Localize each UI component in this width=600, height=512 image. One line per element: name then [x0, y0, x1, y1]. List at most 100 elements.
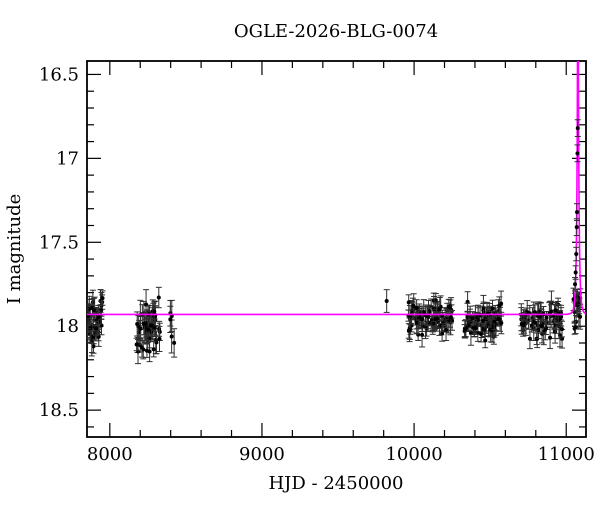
- data-point: [91, 308, 96, 313]
- data-point: [496, 317, 501, 322]
- rising-points: [572, 119, 581, 292]
- data-point: [574, 225, 579, 230]
- y-tick-label: 17: [56, 148, 79, 169]
- data-point: [437, 307, 442, 312]
- data-point: [440, 331, 445, 336]
- data-point: [544, 315, 549, 320]
- data-point: [481, 318, 486, 323]
- data-point: [135, 322, 140, 327]
- data-point: [99, 308, 104, 313]
- data-point: [499, 321, 504, 326]
- data-point: [497, 303, 502, 308]
- plot-frame: [86, 60, 587, 438]
- data-point: [168, 317, 173, 322]
- data-point: [574, 319, 579, 324]
- x-tick-label: 10000: [385, 444, 442, 465]
- data-point: [548, 335, 553, 340]
- data-point: [151, 347, 156, 352]
- data-point: [575, 126, 580, 131]
- data-point: [533, 320, 538, 325]
- x-tick-label: 9000: [239, 444, 285, 465]
- model-curve: [87, 61, 586, 316]
- data-point: [490, 306, 495, 311]
- data-point: [141, 347, 146, 352]
- data-point: [94, 326, 99, 331]
- data-point: [444, 327, 449, 332]
- data-point: [411, 303, 416, 308]
- data-point: [408, 315, 413, 320]
- data-point: [138, 326, 143, 331]
- data-point: [153, 315, 158, 320]
- data-point: [384, 299, 389, 304]
- data-point: [433, 317, 438, 322]
- data-point: [574, 302, 579, 307]
- plot-content: [87, 61, 586, 365]
- data-point: [573, 270, 578, 275]
- photometry-points: [87, 286, 584, 365]
- data-point: [421, 309, 426, 314]
- data-point: [87, 314, 90, 319]
- data-point: [578, 314, 583, 319]
- data-point: [88, 326, 93, 331]
- data-point: [147, 349, 152, 354]
- data-point: [446, 304, 451, 309]
- data-point: [575, 151, 580, 156]
- data-point: [96, 315, 101, 320]
- data-point: [483, 338, 488, 343]
- data-point: [157, 336, 162, 341]
- data-point: [553, 308, 558, 313]
- data-point: [470, 316, 475, 321]
- data-point: [467, 323, 472, 328]
- data-point: [420, 317, 425, 322]
- y-tick-label: 16.5: [39, 64, 79, 85]
- y-tick-label: 18.5: [39, 400, 79, 421]
- x-tick-label: 8000: [87, 444, 133, 465]
- y-axis-label: I magnitude: [4, 194, 25, 305]
- y-tick-label: 18: [56, 316, 79, 337]
- data-point: [492, 319, 497, 324]
- x-tick-label: 11000: [538, 444, 595, 465]
- data-point: [574, 252, 579, 257]
- data-point: [172, 340, 177, 345]
- data-point: [554, 315, 559, 320]
- axes: [86, 60, 587, 438]
- data-point: [152, 325, 157, 330]
- data-point: [432, 306, 437, 311]
- data-point: [463, 327, 468, 332]
- data-point: [146, 327, 151, 332]
- data-point: [536, 327, 541, 332]
- data-point: [91, 344, 96, 349]
- data-point: [154, 340, 159, 345]
- data-point: [573, 282, 578, 287]
- data-point: [407, 327, 412, 332]
- data-point: [471, 325, 476, 330]
- tick-labels: 8000 9000 10000 11000 16.5 17 17.5 18 18.5: [39, 64, 595, 465]
- data-point: [414, 320, 419, 325]
- data-point: [406, 300, 411, 305]
- data-point: [448, 315, 453, 320]
- data-point: [100, 296, 105, 301]
- data-point: [559, 327, 564, 332]
- data-point: [156, 295, 161, 300]
- data-point: [479, 332, 484, 337]
- plot-title: OGLE-2026-BLG-0074: [234, 21, 438, 42]
- y-tick-label: 17.5: [39, 232, 79, 253]
- data-point: [149, 323, 154, 328]
- data-point: [539, 324, 544, 329]
- data-point: [134, 342, 139, 347]
- data-point: [560, 336, 565, 341]
- data-point: [152, 309, 157, 314]
- data-point: [169, 334, 174, 339]
- data-point: [420, 332, 425, 337]
- x-axis-label: HJD - 2450000: [268, 473, 403, 494]
- data-point: [414, 305, 419, 310]
- data-point: [142, 321, 147, 326]
- data-point: [573, 325, 578, 330]
- data-point: [519, 321, 524, 326]
- data-point: [543, 327, 548, 332]
- data-point: [575, 210, 580, 215]
- data-point: [488, 327, 493, 332]
- data-point: [527, 336, 532, 341]
